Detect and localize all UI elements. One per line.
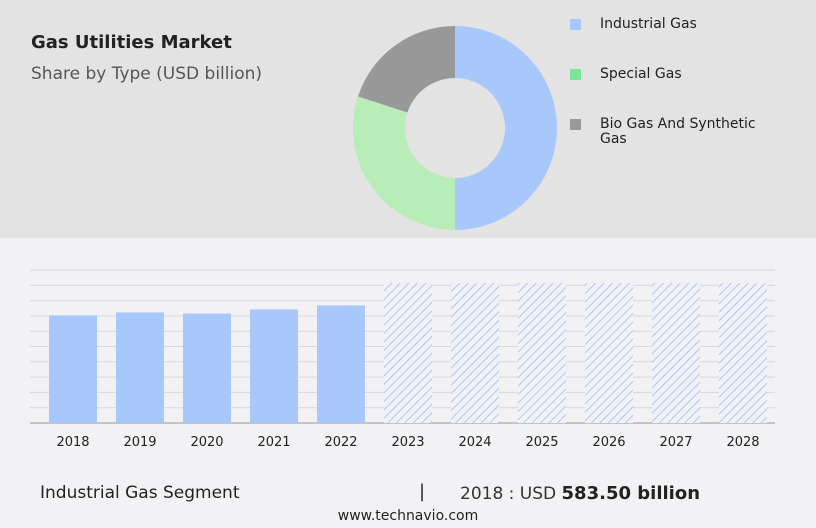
x-tick-label: 2026: [592, 435, 625, 450]
segment-value: 2018 : USD 583.50 billion: [460, 483, 700, 504]
forecast-bar: [384, 283, 432, 423]
forecast-bar: [451, 283, 499, 423]
bar: [49, 315, 97, 423]
x-tick-label: 2028: [726, 435, 759, 450]
bar: [116, 312, 164, 423]
bar: [317, 305, 365, 423]
source-url: www.technavio.com: [337, 508, 479, 524]
forecast-bar: [585, 283, 633, 423]
forecast-bar: [652, 283, 700, 423]
forecast-bar: [719, 283, 767, 423]
x-tick-label: 2021: [257, 435, 290, 450]
chart-subtitle: Share by Type (USD billion): [31, 64, 263, 84]
legend-label: Special Gas: [600, 66, 682, 82]
x-tick-label: 2022: [324, 435, 357, 450]
segment-label: Industrial Gas Segment: [40, 483, 240, 503]
bar-chart: 2018 2019 2020 2021 2022 2023 2024 2025 2026 2027…: [30, 269, 775, 450]
separator: |: [419, 481, 426, 502]
x-tick-label: 2025: [525, 435, 558, 450]
x-tick-label: 2024: [458, 435, 491, 450]
x-tick-label: 2019: [123, 435, 156, 450]
x-tick-label: 2027: [659, 435, 692, 450]
chart-title: Gas Utilities Market: [31, 32, 232, 53]
legend-label: Bio Gas And Synthetic Gas: [600, 116, 756, 147]
donut-slice: [455, 26, 557, 230]
legend-label: Industrial Gas: [600, 16, 697, 32]
year-prefix: 2018 : USD: [460, 484, 557, 504]
x-tick-label: 2020: [190, 435, 223, 450]
donut-chart: [353, 25, 557, 230]
legend-swatch: [570, 119, 581, 130]
value-text: 583.50 billion: [561, 483, 701, 504]
x-tick-label: 2018: [56, 435, 89, 450]
legend-swatch: [570, 19, 581, 30]
donut-slice: [357, 25, 455, 113]
legend-swatch: [570, 69, 581, 80]
bar: [250, 309, 298, 423]
x-tick-label: 2023: [391, 435, 424, 450]
donut-slice: [353, 96, 455, 230]
bar: [183, 313, 231, 423]
forecast-bar: [518, 283, 566, 423]
